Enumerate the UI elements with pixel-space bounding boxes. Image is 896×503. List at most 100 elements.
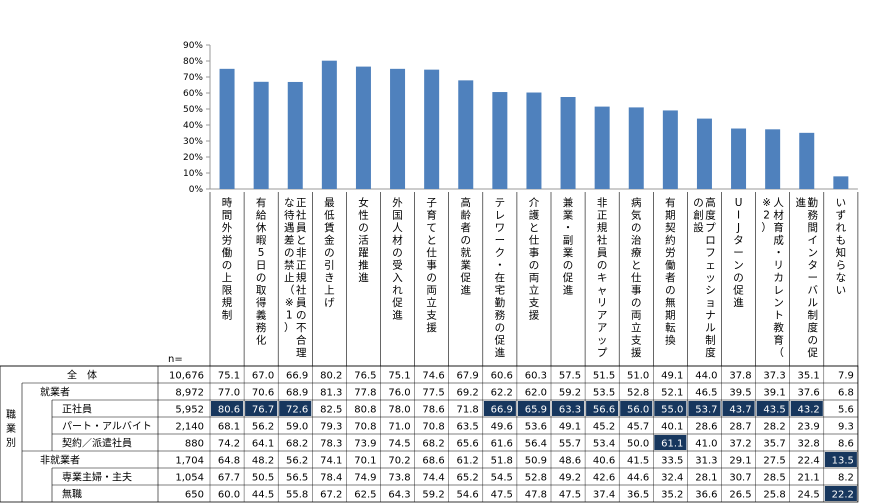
category-label-char: 活: [358, 235, 369, 247]
category-label-char: 進: [563, 285, 574, 297]
category-label-char: の: [461, 235, 472, 247]
value-cell: 79.3: [320, 422, 342, 433]
category-label-char: 促: [495, 334, 506, 347]
category-label-char: 勤: [808, 196, 819, 209]
category-label-char: 働: [222, 246, 233, 259]
category-label-char: フ: [705, 247, 716, 259]
category-label-char: 子: [426, 197, 437, 209]
value-cell: 23.9: [798, 422, 820, 433]
category-label-char: 設: [693, 221, 704, 234]
highlight-cell: [517, 401, 550, 416]
value-cell: 68.9: [286, 388, 308, 399]
value-cell: 53.4: [593, 439, 615, 450]
value-cell: 77.5: [422, 388, 444, 399]
value-cell: 39.1: [763, 388, 785, 399]
value-cell: 47.5: [559, 490, 581, 501]
bar: [799, 132, 815, 189]
category-label-char: 社: [296, 209, 307, 222]
value-cell: 55.8: [286, 490, 308, 501]
value-cell: 65.9: [525, 405, 547, 416]
highlight-cell: [279, 401, 312, 416]
highlight-cell: [552, 401, 585, 416]
highlight-cell: [654, 401, 687, 416]
category-label-char: ル: [705, 322, 716, 334]
value-cell: 61.2: [457, 456, 479, 467]
highlight-cell: [790, 401, 823, 416]
highlight-cell: [824, 452, 857, 467]
category-label-char: （: [773, 347, 784, 359]
value-cell: 26.5: [729, 490, 751, 501]
bar: [594, 106, 610, 189]
value-cell: 37.4: [593, 490, 615, 501]
category-label-char: 員: [296, 297, 307, 309]
value-cell: 53.7: [695, 405, 717, 416]
value-cell: 37.2: [729, 439, 751, 450]
category-label-char: 度: [808, 321, 819, 334]
row-label: 契約／派遣社員: [62, 437, 132, 450]
category-label-char: ）: [761, 222, 772, 234]
value-cell: 67.0: [252, 371, 274, 382]
category-label-char: 禁: [284, 260, 295, 272]
highlight-cell: [722, 401, 755, 416]
value-cell: 81.3: [320, 388, 342, 399]
category-label-char: の: [426, 272, 437, 284]
row-label: 全 体: [67, 369, 97, 382]
category-label-char: 5: [258, 247, 265, 259]
value-cell: 54.6: [457, 490, 479, 501]
category-label-char: の: [495, 322, 506, 334]
category-label-char: キ: [597, 272, 608, 284]
value-cell: 63.3: [559, 405, 581, 416]
bar: [219, 68, 235, 189]
category-label-char: 進: [461, 285, 472, 297]
row-n: 5,952: [175, 405, 204, 416]
category-label-char: と: [296, 235, 307, 247]
value-cell: 63.5: [457, 422, 479, 433]
value-cell: 29.1: [729, 456, 751, 467]
category-label-char: 制: [222, 309, 233, 322]
value-cell: 54.5: [491, 473, 513, 484]
value-cell: 67.7: [218, 473, 240, 484]
category-label-char: 教: [773, 321, 784, 334]
value-cell: 61.6: [491, 439, 513, 450]
row-n: 650: [185, 490, 204, 501]
category-label-char: 援: [426, 321, 437, 334]
value-cell: 55.7: [559, 439, 581, 450]
category-label-char: 促: [392, 296, 403, 309]
category-label-char: の: [597, 260, 608, 272]
category-label-char: の: [529, 260, 540, 272]
value-cell: 48.2: [252, 456, 274, 467]
value-cell: 9.3: [838, 422, 854, 433]
category-label-char: 国: [392, 210, 403, 222]
y-tick-label: 20%: [183, 153, 203, 163]
value-cell: 71.8: [457, 405, 479, 416]
row-label: 正社員: [62, 403, 92, 416]
category-label-char: 上: [222, 272, 233, 284]
category-label-char: 病: [631, 196, 642, 209]
value-cell: 60.0: [218, 490, 240, 501]
n-header: n=: [168, 354, 183, 365]
value-cell: 45.2: [593, 422, 615, 433]
category-label-char: の: [631, 297, 642, 309]
value-cell: 41.0: [695, 439, 717, 450]
category-label-char: 転: [665, 322, 676, 334]
value-cell: 56.5: [286, 473, 308, 484]
category-label-char: 人: [392, 222, 403, 234]
category-label-char: 金: [324, 234, 335, 247]
row-n: 1,054: [175, 473, 204, 484]
category-label-char: 材: [773, 209, 784, 222]
category-label-char: 規: [222, 297, 233, 309]
value-cell: 28.1: [695, 473, 717, 484]
value-cell: 78.4: [320, 473, 342, 484]
value-cell: 76.0: [388, 388, 410, 399]
category-label-char: 待: [284, 209, 295, 222]
category-label-char: 不: [296, 322, 307, 334]
y-tick-label: 60%: [183, 89, 203, 99]
category-label-char: の: [631, 222, 642, 234]
category-label-char: 契: [665, 221, 676, 234]
value-cell: 28.7: [729, 422, 751, 433]
row-n: 2,140: [175, 422, 204, 433]
category-label-char: 理: [296, 347, 307, 359]
